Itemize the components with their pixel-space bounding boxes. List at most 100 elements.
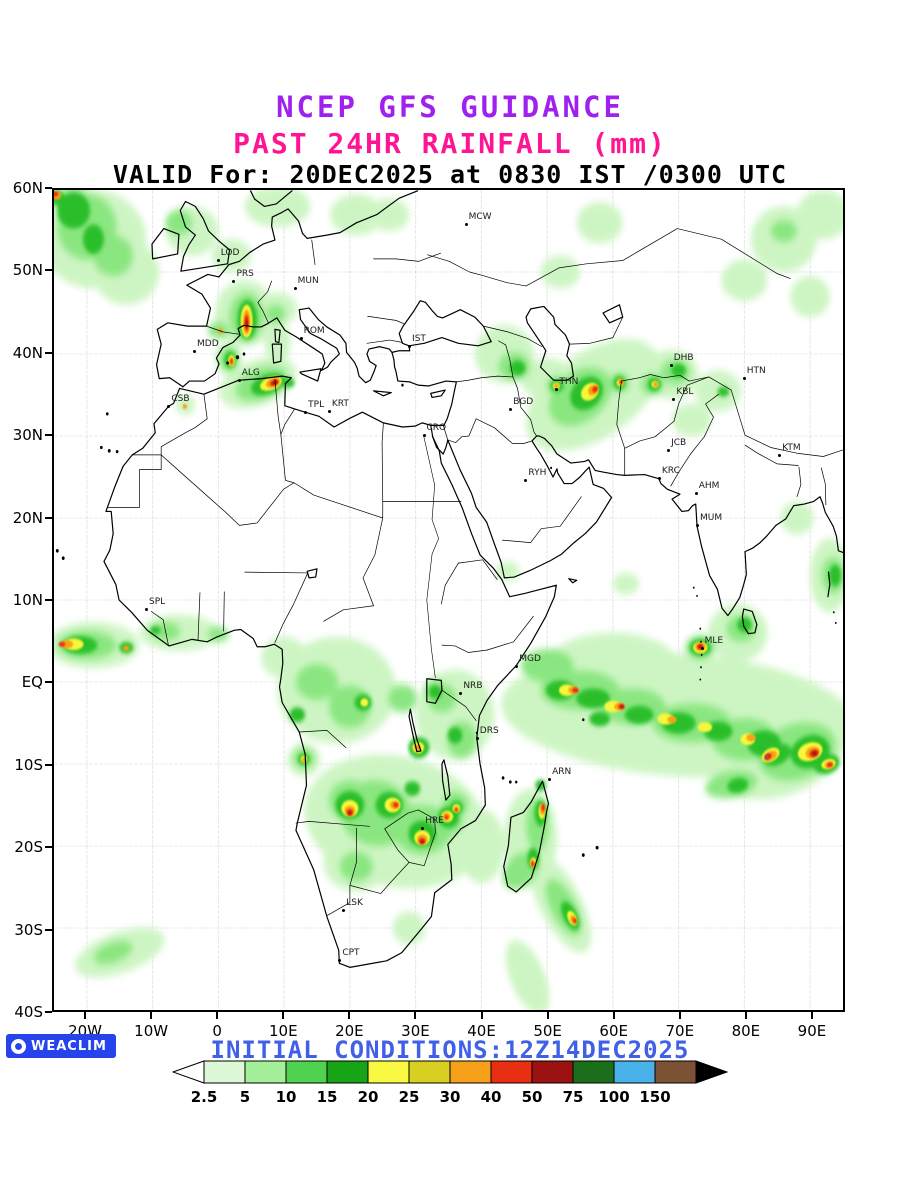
lat-tick-mark	[45, 681, 52, 684]
lat-tick-label: 50N	[12, 261, 43, 280]
lat-tick-mark	[45, 928, 52, 931]
lat-tick-mark	[45, 599, 52, 601]
city-label: JCB	[671, 437, 687, 448]
lon-tick-mark	[546, 1012, 549, 1019]
city-label: ARN	[552, 766, 572, 777]
lon-tick-label: 10E	[268, 1022, 298, 1040]
city-dot	[421, 826, 425, 830]
city-dot	[237, 379, 241, 383]
lon-tick-label: 0	[212, 1022, 222, 1040]
map-svg	[54, 190, 843, 1010]
lon-tick-label: 30E	[401, 1022, 430, 1040]
legend-value-label: 5	[239, 1088, 251, 1106]
city-dot	[667, 448, 671, 452]
city-dot	[167, 405, 171, 409]
lat-tick-mark	[45, 434, 52, 437]
lon-tick-label: 80E	[731, 1022, 761, 1040]
legend-value-label: 75	[562, 1088, 584, 1106]
lat-tick-label: 40S	[14, 1003, 43, 1021]
colorbar	[171, 1060, 729, 1084]
lon-tick-label: 20E	[335, 1022, 364, 1040]
lat-tick-label: 20S	[14, 838, 43, 857]
city-dot	[145, 608, 149, 612]
city-label: NRB	[463, 680, 483, 691]
city-dot	[669, 364, 673, 368]
lon-tick-mark	[744, 1012, 747, 1019]
legend-labels: 2.5 5 10 15 20 25 30 40 50 75 100 150	[172, 1088, 729, 1108]
lon-tick-mark	[216, 1012, 219, 1019]
city-label: MUN	[297, 275, 319, 286]
city-label: DRS	[479, 725, 499, 736]
city-dot	[700, 646, 704, 650]
city-dot	[216, 258, 220, 262]
city-dot	[464, 223, 468, 227]
city-label: AHM	[698, 481, 720, 492]
lon-tick-label: 40E	[467, 1022, 496, 1040]
city-label: MCW	[468, 212, 492, 223]
lat-tick-label: 30N	[12, 426, 43, 445]
city-label: CRO	[426, 423, 447, 434]
city-dot	[694, 492, 698, 496]
city-dot	[342, 908, 346, 912]
city-label: MDD	[197, 338, 219, 349]
city-label: PRS	[236, 269, 254, 280]
lat-tick-label: 60N	[12, 179, 43, 197]
lon-tick-label: 10W	[134, 1022, 169, 1040]
city-dot	[327, 410, 331, 414]
city-label: HRE	[425, 815, 444, 826]
city-dot	[299, 337, 303, 341]
city-layer: MCW LOD PRS MUN ROM IST MDD DHB HTN ALG THN KBL CSB T…	[54, 190, 843, 1010]
city-dot	[548, 777, 552, 781]
city-label: THN	[559, 377, 579, 388]
city-label: HTN	[746, 365, 766, 376]
axis-bottom: 20W 10W 0 10E 20E 30E 40E 50E 60E 70E 80E 90E	[52, 1012, 845, 1046]
lon-tick-mark	[810, 1012, 813, 1019]
city-dot	[193, 349, 197, 353]
map-plot: MCW LOD PRS MUN ROM IST MDD DHB HTN ALG THN KBL CSB T…	[52, 188, 845, 1012]
legend-value-label: 100	[598, 1088, 630, 1106]
legend-value-label: 10	[275, 1088, 297, 1106]
city-dot	[524, 479, 528, 483]
main-title: NCEP GFS GUIDANCE	[276, 90, 624, 124]
city-label: CSB	[171, 394, 190, 405]
weaclim-badge: WEACLIM	[6, 1034, 116, 1058]
city-label: TPL	[308, 400, 325, 411]
city-dot	[555, 388, 559, 392]
lon-tick-mark	[282, 1012, 285, 1019]
lat-tick-mark	[45, 269, 52, 272]
city-dot	[696, 524, 700, 528]
weaclim-logo-icon	[11, 1038, 26, 1054]
legend-value-label: 15	[316, 1088, 338, 1106]
lat-tick-label: 20N	[12, 508, 43, 527]
city-label: ROM	[303, 326, 325, 337]
city-dot	[338, 958, 342, 962]
lat-tick-label: EQ	[21, 673, 43, 692]
lon-tick-mark	[348, 1012, 351, 1019]
city-label: IST	[412, 333, 426, 344]
city-dot	[515, 664, 519, 668]
lat-tick-mark	[45, 846, 52, 849]
city-dot	[422, 434, 426, 438]
subtitle: PAST 24HR RAINFALL (mm)	[233, 127, 667, 160]
lon-tick-mark	[414, 1012, 417, 1019]
lat-tick-mark	[45, 187, 52, 189]
city-dot	[742, 376, 746, 380]
axis-left: 60N 50N 40N 30N 20N 10N EQ 10S 20S 30S 40S	[0, 179, 52, 1021]
city-label: BGD	[513, 396, 534, 407]
city-dot	[304, 411, 308, 415]
rain-layer	[54, 190, 843, 1010]
city-label: LOD	[220, 247, 240, 258]
border-layer	[107, 229, 843, 916]
lon-tick-mark	[84, 1012, 87, 1019]
city-label: RYH	[528, 468, 547, 479]
lat-tick-label: 40N	[12, 343, 43, 362]
city-label: DHB	[673, 353, 694, 364]
city-label: MLE	[704, 635, 724, 646]
legend-value-label: 50	[521, 1088, 543, 1106]
city-dot	[459, 691, 463, 695]
legend-value-label: 20	[357, 1088, 379, 1106]
legend-value-label: 150	[639, 1088, 671, 1106]
lon-tick-label: 90E	[797, 1022, 827, 1040]
legend-value-label: 30	[439, 1088, 461, 1106]
